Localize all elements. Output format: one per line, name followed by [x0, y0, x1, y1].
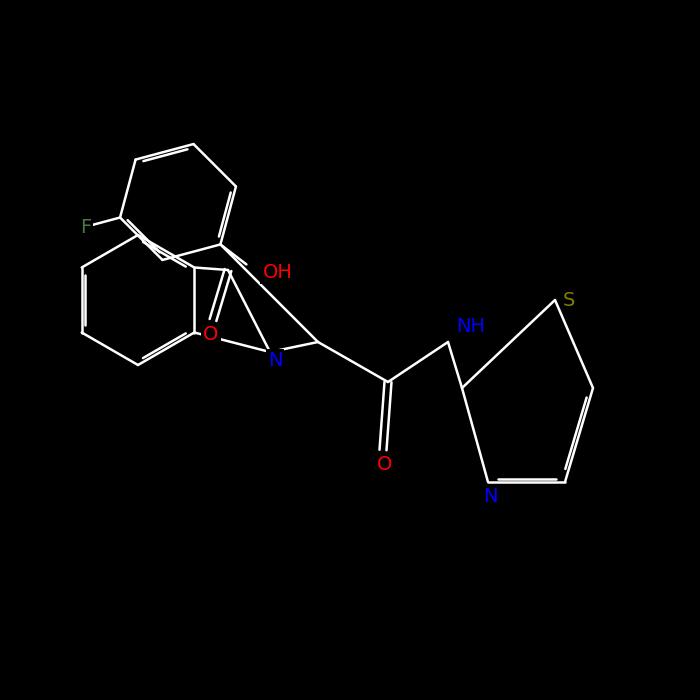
Text: N: N — [483, 486, 497, 505]
Text: S: S — [563, 290, 575, 309]
Text: OH: OH — [262, 263, 293, 282]
Text: O: O — [377, 454, 393, 473]
Text: N: N — [267, 351, 282, 370]
Text: F: F — [80, 218, 91, 237]
Text: O: O — [203, 325, 218, 344]
Text: NH: NH — [456, 316, 485, 335]
